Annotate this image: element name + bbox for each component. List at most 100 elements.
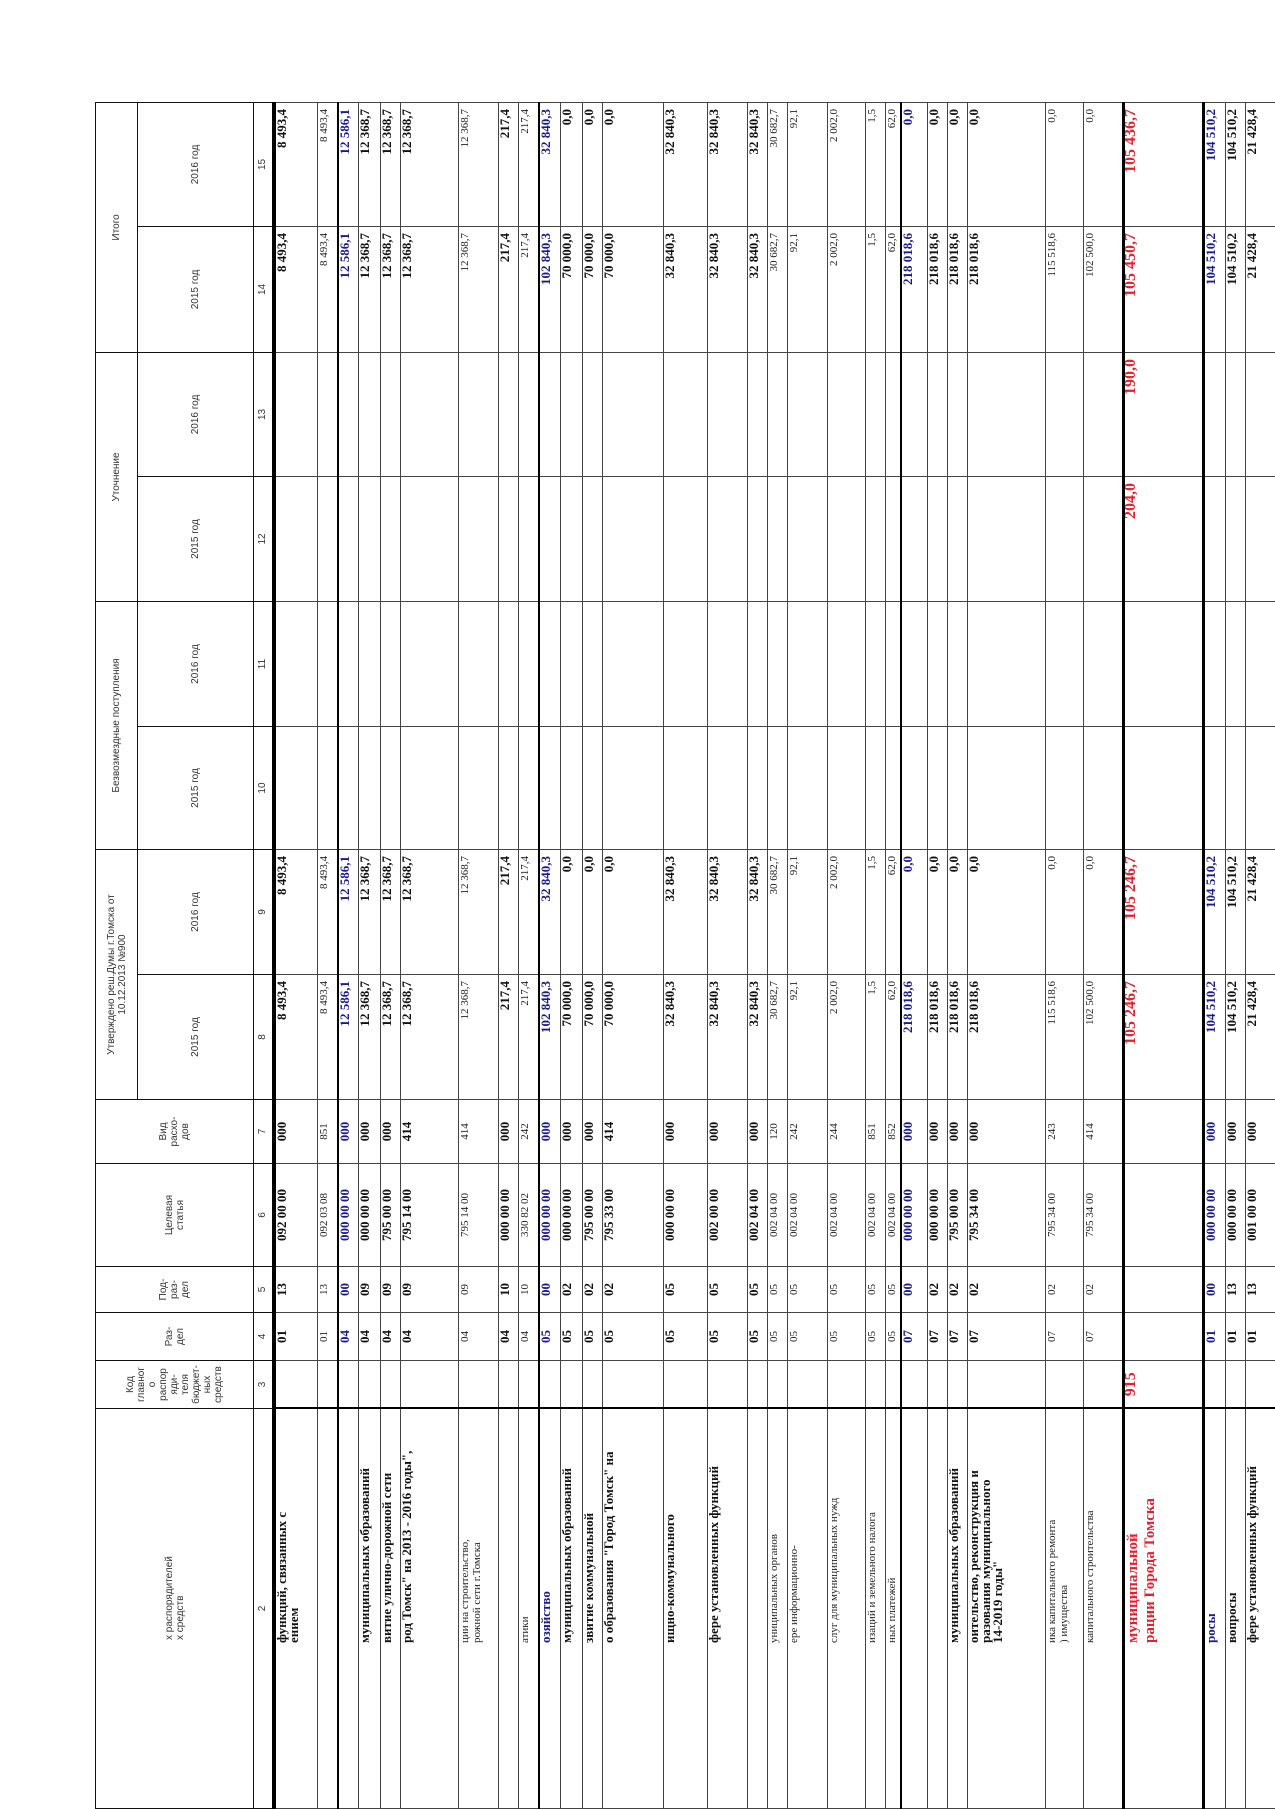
cell-manager-code bbox=[583, 1361, 603, 1409]
cell-total-2016: 12 368,7 bbox=[459, 102, 499, 226]
cell-section bbox=[1124, 1313, 1204, 1361]
cell-subsection: 10 bbox=[499, 1267, 519, 1313]
cell-grants-2015 bbox=[1204, 727, 1226, 850]
cell-adjust-2015 bbox=[318, 476, 338, 601]
cell-total-2016: 12 368,7 bbox=[381, 102, 401, 226]
cell-approved-2016: 32 840,3 bbox=[748, 850, 768, 975]
cell-grants-2016 bbox=[708, 601, 748, 726]
cell-section: 05 bbox=[539, 1313, 561, 1361]
cell-approved-2016: 32 840,3 bbox=[664, 850, 708, 975]
cell-manager-code bbox=[708, 1361, 748, 1409]
cell-adjust-2015 bbox=[708, 476, 748, 601]
cell-total-2016: 32 840,3 bbox=[708, 102, 748, 226]
cell-expense-type: 000 bbox=[928, 1100, 948, 1164]
cell-total-2016: 217,4 bbox=[519, 102, 539, 226]
cell-grants-2016 bbox=[1124, 601, 1204, 726]
cell-grants-2015 bbox=[359, 727, 381, 850]
cell-adjust-2016 bbox=[948, 352, 968, 476]
cell-adjust-2015 bbox=[886, 476, 901, 601]
cell-expense-type bbox=[1124, 1100, 1204, 1164]
cell-total-2016: 104 510,2 bbox=[1204, 102, 1226, 226]
cell-grants-2015 bbox=[866, 727, 886, 850]
cell-approved-2015: 105 246,7 bbox=[1124, 975, 1204, 1100]
cell-total-2015: 218 018,6 bbox=[928, 226, 948, 352]
cell-grants-2016 bbox=[519, 601, 539, 726]
cell-adjust-2016 bbox=[708, 352, 748, 476]
cell-subsection: 00 bbox=[338, 1267, 359, 1313]
header-column-number: 13 bbox=[254, 352, 274, 476]
cell-approved-2016: 21 428,4 bbox=[1246, 850, 1275, 975]
cell-adjust-2016 bbox=[459, 352, 499, 476]
cell-approved-2015: 12 368,7 bbox=[381, 975, 401, 1100]
cell-adjust-2015 bbox=[381, 476, 401, 601]
cell-target-article: 795 34 00 bbox=[1084, 1164, 1124, 1267]
cell-grants-2016 bbox=[539, 601, 561, 726]
cell-subsection: 02 bbox=[561, 1267, 583, 1313]
cell-section: 05 bbox=[886, 1313, 901, 1361]
cell-adjust-2015 bbox=[583, 476, 603, 601]
cell-subsection: 05 bbox=[748, 1267, 768, 1313]
cell-target-article: 795 34 00 bbox=[1046, 1164, 1084, 1267]
cell-subsection: 02 bbox=[968, 1267, 1046, 1313]
cell-target-article: 002 00 00 bbox=[708, 1164, 748, 1267]
cell-name: род Томск" на 2013 - 2016 годы", bbox=[401, 1409, 459, 1809]
cell-approved-2016: 0,0 bbox=[928, 850, 948, 975]
cell-grants-2016 bbox=[866, 601, 886, 726]
cell-target-article: 000 00 00 bbox=[1204, 1164, 1226, 1267]
cell-section: 01 bbox=[1226, 1313, 1246, 1361]
cell-grants-2015 bbox=[1046, 727, 1084, 850]
cell-approved-2016: 12 368,7 bbox=[401, 850, 459, 975]
header-expense-type: Вид расхо- дов bbox=[96, 1100, 254, 1164]
table-row: оительство, реконструкция и разования му… bbox=[968, 102, 1046, 1808]
cell-grants-2016 bbox=[1226, 601, 1246, 726]
cell-total-2016: 105 436,7 bbox=[1124, 102, 1204, 226]
cell-expense-type: 000 bbox=[1246, 1100, 1275, 1164]
cell-adjust-2015 bbox=[664, 476, 708, 601]
cell-name: о образования "Город Томск" на bbox=[603, 1409, 664, 1809]
header-group-approved: Утверждено реш.Думы г.Томска от 10.12.20… bbox=[96, 850, 138, 1100]
cell-target-article: 002 04 00 bbox=[866, 1164, 886, 1267]
cell-section: 04 bbox=[359, 1313, 381, 1361]
cell-approved-2016: 12 368,7 bbox=[459, 850, 499, 975]
cell-approved-2016: 12 586,1 bbox=[338, 850, 359, 975]
cell-approved-2016: 1,5 bbox=[866, 850, 886, 975]
cell-grants-2015 bbox=[1084, 727, 1124, 850]
cell-approved-2016: 32 840,3 bbox=[708, 850, 748, 975]
cell-total-2016: 32 840,3 bbox=[539, 102, 561, 226]
cell-approved-2015: 62,0 bbox=[886, 975, 901, 1100]
cell-expense-type: 414 bbox=[1084, 1100, 1124, 1164]
cell-adjust-2016 bbox=[886, 352, 901, 476]
cell-total-2016: 0,0 bbox=[968, 102, 1046, 226]
cell-total-2016: 92,1 bbox=[788, 102, 828, 226]
cell-total-2016: 0,0 bbox=[928, 102, 948, 226]
header-column-number: 4 bbox=[254, 1313, 274, 1361]
cell-total-2015: 62,0 bbox=[886, 226, 901, 352]
cell-approved-2016: 12 368,7 bbox=[359, 850, 381, 975]
cell-grants-2015 bbox=[1226, 727, 1246, 850]
cell-grants-2016 bbox=[948, 601, 968, 726]
cell-approved-2016: 217,4 bbox=[519, 850, 539, 975]
header-year: 2016 год bbox=[138, 601, 254, 726]
cell-name: росы bbox=[1204, 1409, 1226, 1809]
cell-section: 04 bbox=[519, 1313, 539, 1361]
cell-manager-code bbox=[318, 1361, 338, 1409]
header-subsection: Под- раз- дел bbox=[96, 1267, 254, 1313]
cell-section: 07 bbox=[968, 1313, 1046, 1361]
cell-approved-2015: 218 018,6 bbox=[901, 975, 928, 1100]
header-column-number: 11 bbox=[254, 601, 274, 726]
cell-grants-2015 bbox=[886, 727, 901, 850]
cell-expense-type: 852 bbox=[886, 1100, 901, 1164]
cell-approved-2015: 70 000,0 bbox=[583, 975, 603, 1100]
cell-section: 07 bbox=[1084, 1313, 1124, 1361]
cell-total-2015: 104 510,2 bbox=[1204, 226, 1226, 352]
cell-manager-code bbox=[401, 1361, 459, 1409]
cell-total-2016: 8 493,4 bbox=[274, 102, 318, 226]
cell-name bbox=[338, 1409, 359, 1809]
cell-manager-code bbox=[664, 1361, 708, 1409]
header-year: 2015 год bbox=[138, 226, 254, 352]
cell-manager-code bbox=[886, 1361, 901, 1409]
